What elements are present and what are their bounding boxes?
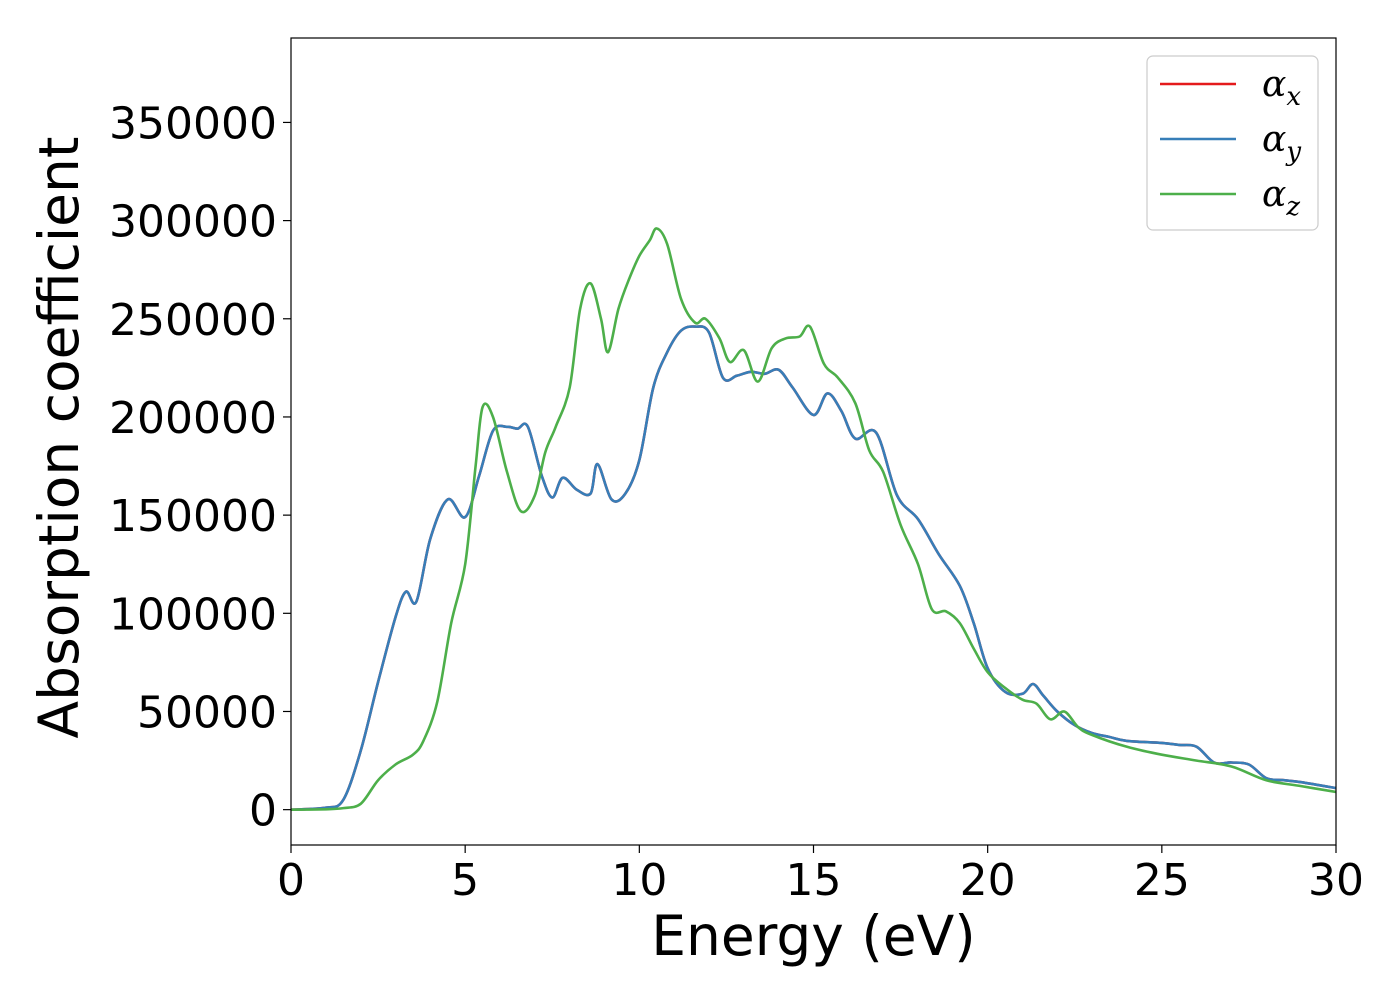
legend-box <box>1146 55 1319 231</box>
x-axis-label: Energy (eV) <box>651 904 975 968</box>
y-tick-label: 100000 <box>109 589 277 640</box>
y-axis-label: Absorption coefficient <box>27 137 91 739</box>
series-line-y <box>291 325 1336 811</box>
x-tick-label: 15 <box>786 855 842 906</box>
legend-label-sub: x <box>1286 82 1301 112</box>
series-group <box>291 227 1336 811</box>
legend-label-sub: y <box>1285 137 1301 167</box>
x-tick-label: 20 <box>960 855 1016 906</box>
x-axis-ticks: 0 5 10 15 20 25 30 <box>277 845 1364 906</box>
legend-label-y: αy <box>1262 119 1301 167</box>
y-tick-label: 300000 <box>109 197 277 248</box>
y-tick-label: 50000 <box>137 687 277 738</box>
y-tick-label: 250000 <box>109 295 277 346</box>
x-tick-label: 0 <box>277 855 305 906</box>
series-line-z <box>291 227 1336 811</box>
y-tick-label: 150000 <box>109 491 277 542</box>
legend-label-z: αz <box>1262 174 1300 222</box>
legend-label-x: αx <box>1262 64 1301 112</box>
legend-label-sub: z <box>1285 192 1300 222</box>
y-tick-label: 0 <box>249 786 277 837</box>
legend-label-main: α <box>1262 119 1286 160</box>
x-tick-label: 5 <box>451 855 479 906</box>
y-tick-label: 350000 <box>109 98 277 149</box>
legend-label-main: α <box>1262 174 1286 215</box>
y-axis-ticks: 0 50000 100000 150000 200000 250000 300000 3500… <box>109 98 291 837</box>
legend-label-main: α <box>1262 64 1286 105</box>
x-tick-label: 10 <box>611 855 667 906</box>
y-tick-label: 200000 <box>109 393 277 444</box>
x-tick-label: 30 <box>1308 855 1364 906</box>
x-tick-label: 25 <box>1134 855 1190 906</box>
